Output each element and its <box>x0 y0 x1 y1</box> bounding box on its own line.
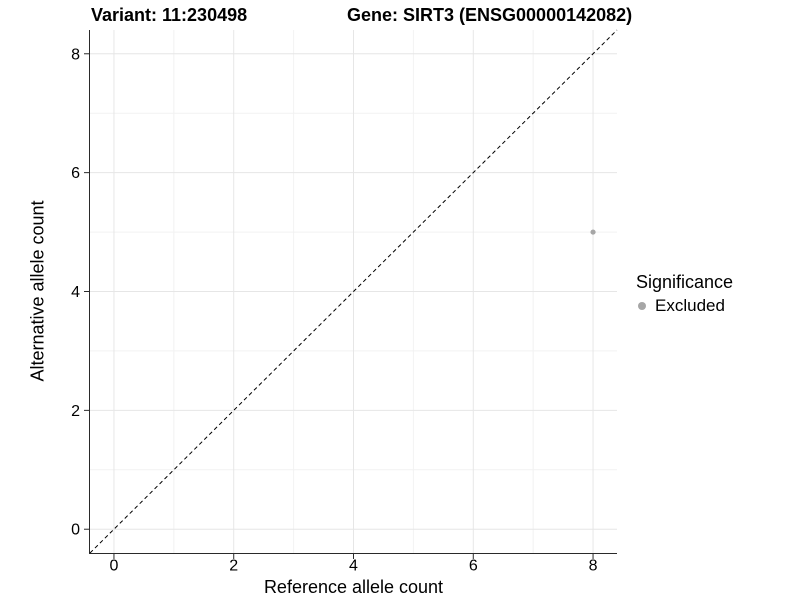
plot-title-gene: Gene: SIRT3 (ENSG00000142082) <box>347 5 633 25</box>
legend: Significance Excluded <box>636 271 733 316</box>
legend-item-excluded: Excluded <box>636 296 733 316</box>
y-tick-label: 6 <box>71 165 80 182</box>
legend-title: Significance <box>636 272 734 292</box>
x-tick-label: 0 <box>110 558 119 575</box>
x-tick-label: 4 <box>349 558 358 575</box>
plot-title-variant: Variant: 11:230498 <box>91 5 248 25</box>
y-tick-label: 8 <box>71 46 80 63</box>
data-point <box>590 229 596 235</box>
plot-canvas: 0 2 4 6 8 0 2 4 6 8 <box>71 29 618 575</box>
legend-point-icon <box>638 302 646 310</box>
x-axis-label: Reference allele count <box>263 577 444 597</box>
y-axis-label: Alternative allele count <box>27 200 48 382</box>
x-tick-label: 8 <box>589 558 598 575</box>
y-tick-label: 0 <box>71 522 80 539</box>
x-tick-label: 2 <box>229 558 238 575</box>
y-tick-label: 4 <box>71 284 80 301</box>
x-tick-label: 6 <box>469 558 478 575</box>
y-tick-label: 2 <box>71 403 80 420</box>
plot-panel: 0 2 4 6 8 0 2 4 6 8 <box>71 29 618 575</box>
legend-item-label: Excluded <box>655 296 725 315</box>
identity-dashed-line <box>89 29 618 554</box>
